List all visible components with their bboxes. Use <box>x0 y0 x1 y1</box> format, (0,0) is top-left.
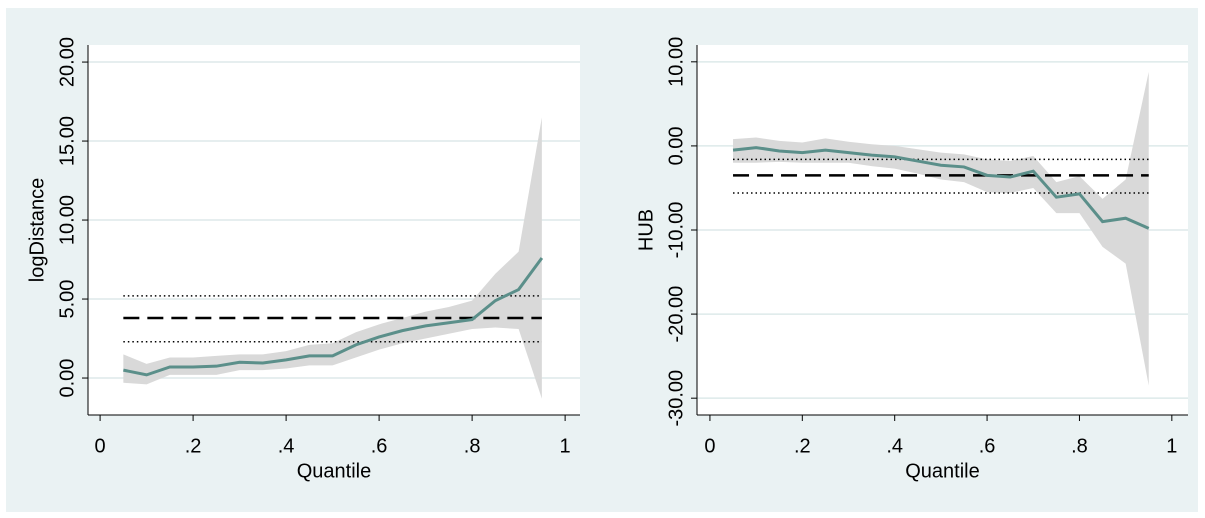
y-tick-label: 10.00 <box>665 37 687 87</box>
x-tick-label: .4 <box>278 435 295 457</box>
y-tick-label: -20.00 <box>665 286 687 343</box>
y-axis-title: HUB <box>635 209 657 251</box>
y-tick-label: 0.00 <box>56 359 78 398</box>
x-tick-label: 1 <box>560 435 571 457</box>
x-tick-label: .8 <box>464 435 481 457</box>
ci-band <box>123 117 542 399</box>
y-tick-label: 15.00 <box>56 116 78 166</box>
coef-line <box>732 146 1150 230</box>
y-axis-title: logDistance <box>26 178 48 283</box>
x-tick-label: .2 <box>794 435 811 457</box>
x-tick-label: 0 <box>95 435 106 457</box>
y-tick-label: 10.00 <box>56 195 78 245</box>
x-tick-label: .6 <box>371 435 388 457</box>
x-tick-label: .2 <box>185 435 202 457</box>
x-tick-label: 1 <box>1166 435 1177 457</box>
y-tick-label: -30.00 <box>665 370 687 427</box>
y-tick-label: -10.00 <box>665 202 687 259</box>
x-tick-label: 0 <box>704 435 715 457</box>
x-tick-label: .4 <box>886 435 903 457</box>
x-tick-label: .8 <box>1071 435 1088 457</box>
y-tick-label: 5.00 <box>56 280 78 319</box>
y-tick-label: 20.00 <box>56 37 78 87</box>
coef-line <box>123 257 544 377</box>
x-axis-title: Quantile <box>905 460 980 482</box>
x-axis-title: Quantile <box>297 460 372 482</box>
x-tick-label: .6 <box>979 435 996 457</box>
y-tick-label: 0.00 <box>665 126 687 165</box>
